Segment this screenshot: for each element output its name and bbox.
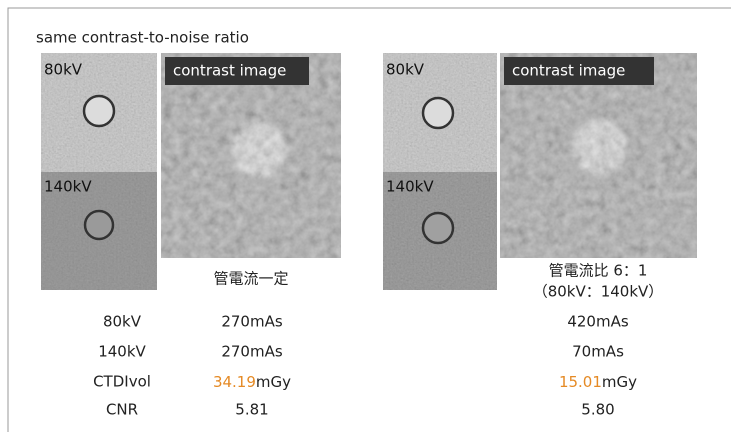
caption: （80kV：140kV）: [533, 283, 664, 301]
phantom: [85, 211, 113, 239]
image-label: contrast image: [173, 62, 286, 80]
unit: mGy: [602, 373, 637, 391]
row-header: 80kV: [103, 313, 142, 331]
figure-title: same contrast-to-noise ratio: [36, 29, 249, 47]
figure: same contrast-to-noise ratio 80kV 140kV …: [0, 0, 739, 433]
image-label: 80kV: [386, 61, 425, 79]
caption: 管電流比 6：1: [549, 262, 648, 280]
image-label: 140kV: [44, 178, 92, 196]
table-cell: 5.80: [581, 401, 614, 419]
row-header: CTDIvol: [93, 373, 151, 391]
table-cell: 270mAs: [221, 343, 283, 361]
table-cell: 270mAs: [221, 313, 283, 331]
table-cell: 34.19mGy: [213, 373, 291, 391]
row-header: 140kV: [98, 343, 146, 361]
row-header: CNR: [106, 401, 138, 419]
highlight-value: 15.01: [559, 373, 602, 391]
caption: 管電流一定: [213, 270, 288, 288]
table-cell: 15.01mGy: [559, 373, 637, 391]
image-label: 80kV: [44, 61, 83, 79]
image-label: 140kV: [386, 178, 434, 196]
panel-group: 80kV 140kV contrast image 管電流比 6：1 （80kV…: [383, 53, 697, 301]
table-cell: 70mAs: [572, 343, 624, 361]
highlight-value: 34.19: [213, 373, 256, 391]
phantom: [423, 98, 453, 128]
phantom: [423, 213, 453, 243]
image-label: contrast image: [512, 62, 625, 80]
panel-group: 80kV 140kV contrast image 管電流一定: [41, 53, 341, 290]
table-cell: 420mAs: [567, 313, 629, 331]
table-cell: 5.81: [235, 401, 268, 419]
table: 80kV 270mAs 420mAs 140kV 270mAs 70mAs CTDIvol 3…: [93, 313, 637, 419]
phantom: [84, 96, 114, 126]
unit: mGy: [256, 373, 291, 391]
